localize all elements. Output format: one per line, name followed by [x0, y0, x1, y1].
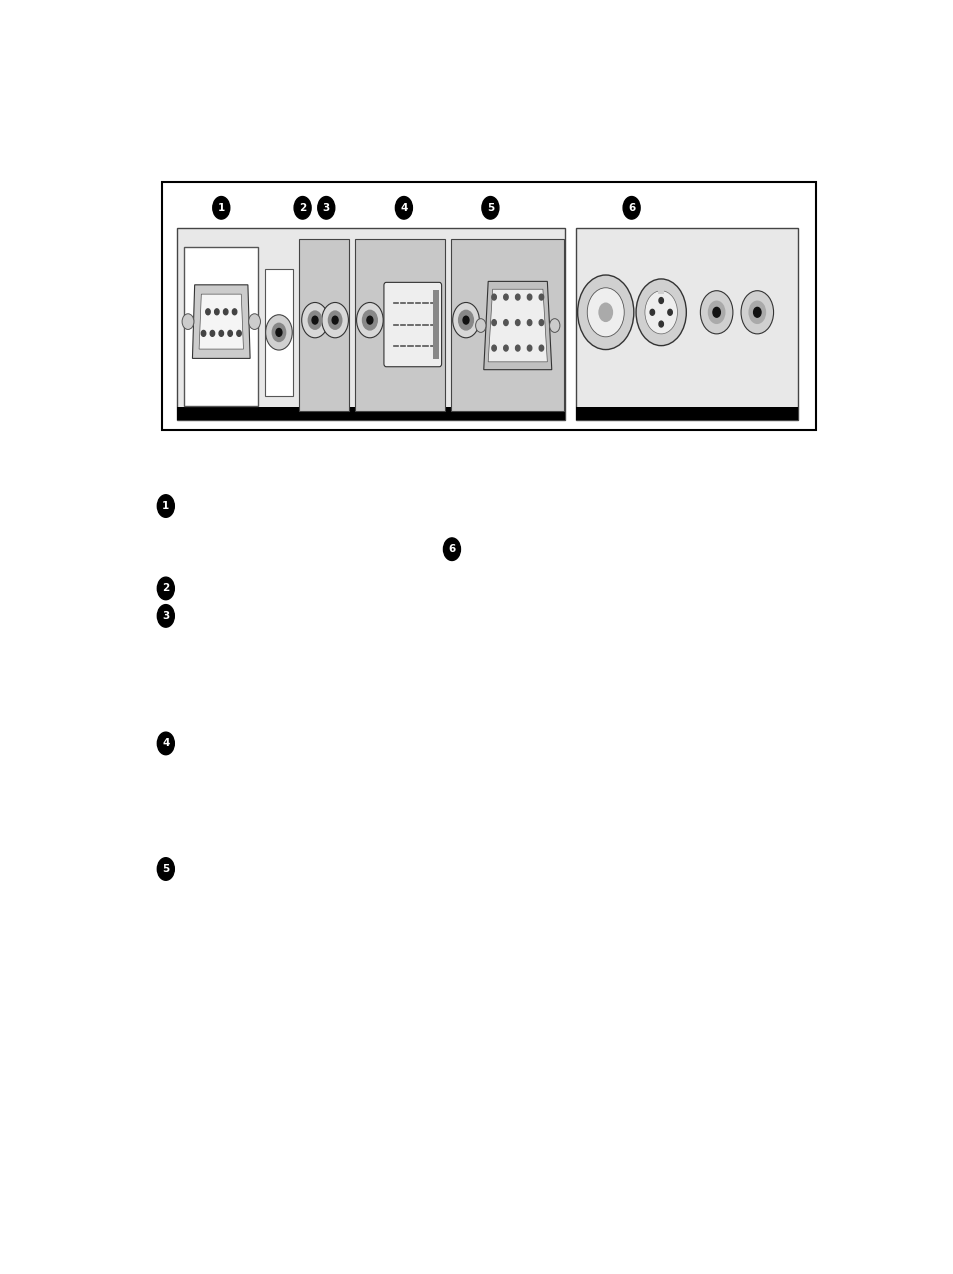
Circle shape	[753, 307, 760, 317]
Circle shape	[503, 294, 508, 299]
Polygon shape	[199, 294, 243, 349]
Circle shape	[538, 320, 543, 326]
Circle shape	[210, 330, 214, 336]
Circle shape	[458, 311, 473, 330]
Circle shape	[549, 318, 559, 333]
Circle shape	[249, 313, 260, 330]
Bar	[265, 269, 293, 396]
Bar	[576, 406, 797, 419]
Circle shape	[321, 302, 348, 338]
Text: 2: 2	[298, 203, 306, 213]
Circle shape	[157, 605, 174, 627]
Circle shape	[538, 345, 543, 352]
Circle shape	[481, 196, 498, 219]
Circle shape	[492, 294, 496, 299]
Circle shape	[443, 538, 460, 561]
Circle shape	[492, 345, 496, 352]
Circle shape	[275, 329, 282, 336]
Circle shape	[636, 279, 685, 345]
Text: 5: 5	[486, 203, 494, 213]
Circle shape	[492, 320, 496, 326]
Circle shape	[740, 290, 773, 334]
Text: 3: 3	[322, 203, 330, 213]
Circle shape	[317, 196, 335, 219]
Polygon shape	[193, 285, 250, 358]
Circle shape	[213, 196, 230, 219]
Circle shape	[538, 294, 543, 299]
FancyBboxPatch shape	[383, 283, 441, 367]
Text: 2: 2	[162, 583, 170, 594]
Bar	[298, 240, 349, 412]
Text: 6: 6	[627, 203, 635, 213]
Circle shape	[649, 310, 654, 315]
Circle shape	[667, 310, 672, 315]
Circle shape	[748, 301, 765, 324]
Circle shape	[328, 311, 342, 330]
Circle shape	[201, 330, 206, 336]
Circle shape	[527, 345, 531, 352]
Circle shape	[587, 288, 623, 336]
Circle shape	[476, 318, 485, 333]
Circle shape	[503, 345, 508, 352]
Circle shape	[214, 308, 219, 315]
Circle shape	[659, 298, 662, 303]
Text: 1: 1	[162, 501, 170, 511]
Circle shape	[700, 290, 732, 334]
Circle shape	[307, 311, 322, 330]
Circle shape	[515, 345, 519, 352]
Bar	[176, 228, 564, 419]
Circle shape	[577, 275, 633, 349]
Bar	[451, 240, 563, 412]
Polygon shape	[488, 289, 547, 362]
Circle shape	[182, 313, 193, 330]
Circle shape	[272, 322, 286, 343]
Circle shape	[157, 733, 174, 754]
Bar	[658, 285, 663, 293]
Polygon shape	[483, 282, 551, 369]
Circle shape	[362, 311, 376, 330]
Circle shape	[515, 294, 519, 299]
Circle shape	[223, 308, 228, 315]
Circle shape	[395, 196, 412, 219]
Bar	[162, 182, 815, 429]
Circle shape	[527, 320, 531, 326]
Bar	[576, 228, 797, 419]
Circle shape	[233, 308, 236, 315]
Circle shape	[527, 294, 531, 299]
Text: 5: 5	[162, 864, 170, 874]
Circle shape	[157, 857, 174, 880]
Circle shape	[644, 290, 677, 334]
Bar	[433, 290, 438, 359]
Circle shape	[228, 330, 233, 336]
Circle shape	[356, 302, 383, 338]
Circle shape	[453, 302, 478, 338]
Text: 6: 6	[448, 544, 456, 554]
Circle shape	[219, 330, 223, 336]
Circle shape	[206, 308, 210, 315]
Circle shape	[462, 316, 469, 324]
Circle shape	[236, 330, 241, 336]
Bar	[355, 240, 445, 412]
Text: 4: 4	[400, 203, 407, 213]
Circle shape	[294, 196, 311, 219]
Circle shape	[622, 196, 639, 219]
Circle shape	[157, 494, 174, 517]
Text: 1: 1	[217, 203, 225, 213]
Circle shape	[367, 316, 373, 324]
Text: 4: 4	[162, 739, 170, 748]
Bar	[184, 247, 258, 406]
Circle shape	[707, 301, 724, 324]
Circle shape	[332, 316, 337, 324]
Circle shape	[265, 315, 292, 350]
Circle shape	[515, 320, 519, 326]
Circle shape	[157, 577, 174, 600]
Circle shape	[659, 321, 662, 327]
Text: 3: 3	[162, 612, 170, 620]
Bar	[176, 406, 564, 419]
Circle shape	[312, 316, 317, 324]
Circle shape	[712, 307, 720, 317]
Circle shape	[598, 302, 613, 322]
Circle shape	[503, 320, 508, 326]
Circle shape	[301, 302, 328, 338]
